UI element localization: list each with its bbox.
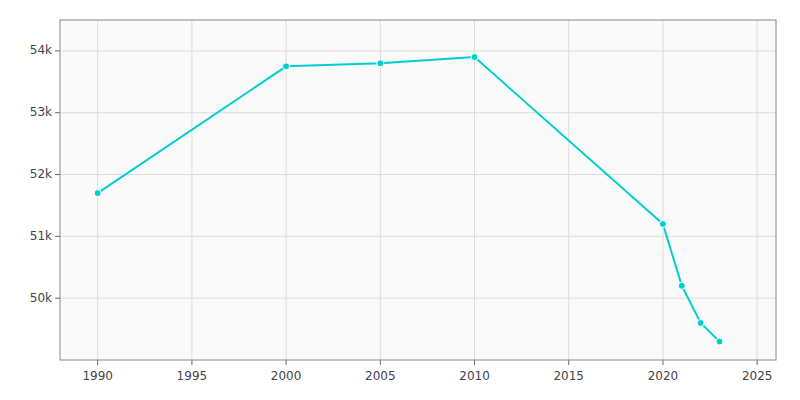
x-tick-label: 2025	[742, 369, 773, 383]
x-grid-line	[474, 20, 475, 360]
plot-frame	[60, 20, 776, 360]
x-tick	[568, 360, 569, 365]
grid	[60, 20, 776, 360]
y-tick	[55, 50, 60, 51]
y-grid-line	[60, 50, 776, 51]
y-grid-line	[60, 112, 776, 113]
line	[98, 57, 720, 341]
y-tick-label: 54k	[30, 43, 52, 57]
point	[471, 54, 478, 61]
x-tick	[757, 360, 758, 365]
y-tick-label: 51k	[30, 229, 52, 243]
x-tick-label: 2020	[648, 369, 679, 383]
x-tick	[191, 360, 192, 365]
data-layer	[94, 54, 723, 345]
y-tick-label: 52k	[30, 167, 52, 181]
x-tick-label: 2005	[365, 369, 396, 383]
x-tick-label: 1995	[177, 369, 208, 383]
x-tick	[662, 360, 663, 365]
point	[697, 319, 704, 326]
x-tick	[474, 360, 475, 365]
y-grid-line	[60, 236, 776, 237]
y-tick-label: 53k	[30, 105, 52, 119]
y-tick	[55, 174, 60, 175]
x-grid-line	[380, 20, 381, 360]
chart-svg: 50k 51k 52k 53k 54k 1990 1995 2000 2005 2010 2015 2…	[0, 0, 800, 400]
point	[659, 221, 666, 228]
point	[283, 63, 290, 70]
plot-background	[60, 20, 776, 360]
point	[716, 338, 723, 345]
x-grid-line	[286, 20, 287, 360]
x-tick	[97, 360, 98, 365]
axes: 50k 51k 52k 53k 54k 1990 1995 2000 2005 2010 2015 2…	[30, 43, 773, 383]
x-grid-line	[568, 20, 569, 360]
chart-container: 50k 51k 52k 53k 54k 1990 1995 2000 2005 2010 2015 2…	[0, 0, 800, 400]
x-tick-label: 2010	[459, 369, 490, 383]
x-tick-label: 2000	[271, 369, 302, 383]
y-tick	[55, 298, 60, 299]
y-grid-line	[60, 174, 776, 175]
y-tick	[55, 236, 60, 237]
point	[377, 60, 384, 67]
y-tick-label: 50k	[30, 291, 52, 305]
y-grid-line	[60, 298, 776, 299]
x-tick-label: 1990	[82, 369, 113, 383]
x-grid-line	[757, 20, 758, 360]
y-tick	[55, 112, 60, 113]
x-tick-label: 2015	[553, 369, 584, 383]
point	[678, 282, 685, 289]
x-grid-line	[191, 20, 192, 360]
x-grid-line	[662, 20, 663, 360]
x-tick	[380, 360, 381, 365]
x-tick	[286, 360, 287, 365]
point	[94, 190, 101, 197]
